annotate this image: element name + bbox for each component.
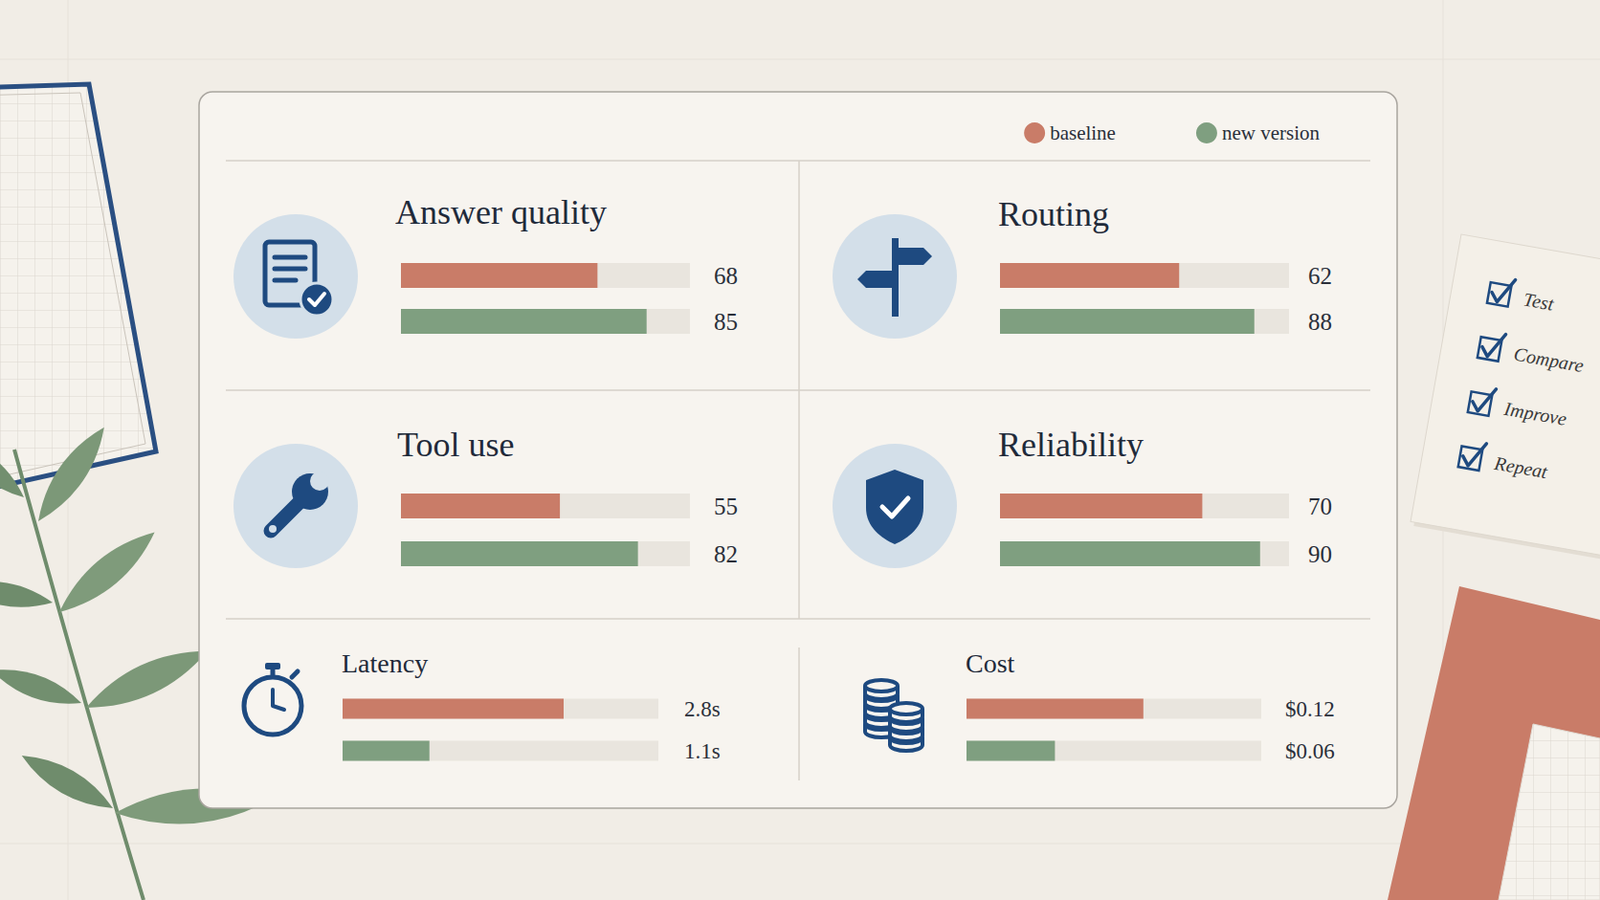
svg-text:68: 68	[713, 263, 738, 289]
svg-text:Repeat: Repeat	[1491, 452, 1550, 485]
svg-text:Test: Test	[1521, 288, 1556, 315]
svg-text:$0.06: $0.06	[1285, 739, 1335, 764]
svg-text:baseline: baseline	[1049, 121, 1116, 145]
svg-text:70: 70	[1308, 493, 1333, 520]
svg-text:1.1s: 1.1s	[684, 739, 721, 764]
svg-text:Reliability: Reliability	[998, 425, 1144, 465]
svg-text:Tool use: Tool use	[397, 425, 514, 465]
svg-text:55: 55	[713, 493, 738, 520]
svg-text:85: 85	[713, 309, 738, 335]
svg-text:82: 82	[713, 541, 738, 568]
svg-text:$0.12: $0.12	[1285, 697, 1335, 722]
svg-text:2.8s: 2.8s	[684, 697, 721, 722]
svg-text:Improve: Improve	[1501, 398, 1569, 431]
svg-text:Compare: Compare	[1511, 343, 1586, 378]
svg-text:90: 90	[1308, 541, 1333, 568]
svg-text:Answer quality: Answer quality	[395, 193, 607, 232]
svg-text:Routing: Routing	[998, 195, 1110, 234]
svg-text:62: 62	[1308, 263, 1333, 289]
svg-text:88: 88	[1308, 309, 1333, 335]
svg-text:Latency: Latency	[341, 648, 428, 679]
svg-text:Cost: Cost	[965, 648, 1016, 679]
svg-text:new version: new version	[1222, 121, 1321, 145]
